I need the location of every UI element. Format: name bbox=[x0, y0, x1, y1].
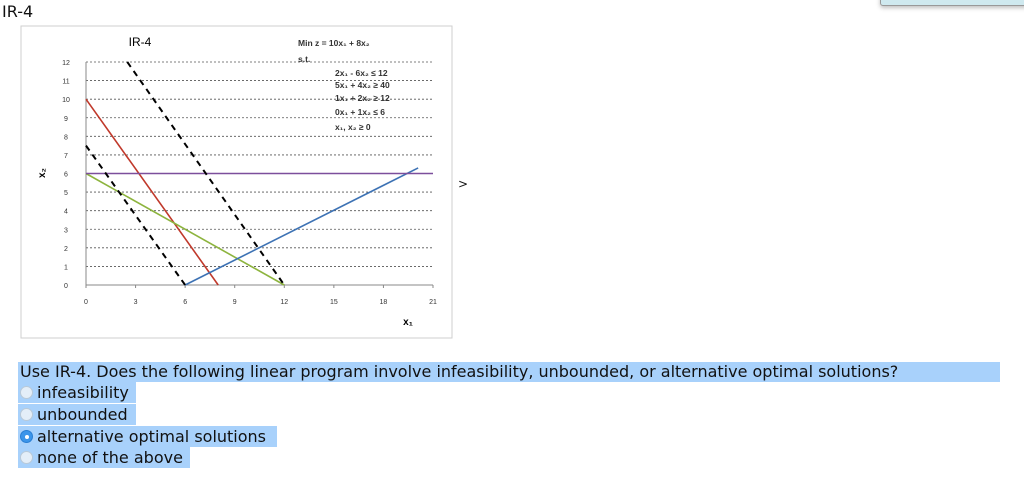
y-tick-label: 3 bbox=[64, 227, 68, 234]
annotation-line: 0x₁ + 1x₂ ≤ 6 bbox=[335, 107, 385, 117]
constraint-line-1 bbox=[85, 98, 219, 286]
y-tick-label: 1 bbox=[64, 264, 68, 271]
y-tick-label: 10 bbox=[62, 97, 70, 104]
y-axis-label: x₂ bbox=[37, 168, 48, 178]
y-tick-label: 9 bbox=[64, 116, 68, 123]
y-tick-label: 0 bbox=[64, 283, 68, 290]
y-tick-label: 8 bbox=[64, 134, 68, 141]
annotation-line: 2x₁ - 6x₂ ≤ 12 bbox=[335, 68, 388, 78]
x-tick-label: 0 bbox=[84, 299, 88, 306]
y-tick-label: 12 bbox=[62, 60, 70, 67]
y-tick-label: 7 bbox=[64, 153, 68, 160]
top-panel-edge bbox=[880, 0, 1024, 6]
answer-option[interactable]: alternative optimal solutions bbox=[18, 426, 277, 447]
annotation-line: Min z = 10x₁ + 8x₂ bbox=[298, 38, 370, 48]
radio-unselected-icon[interactable] bbox=[20, 408, 33, 421]
x-axis-label: x₁ bbox=[403, 317, 413, 328]
annotation-line: s.t. bbox=[298, 54, 310, 64]
x-tick-label: 3 bbox=[134, 299, 138, 306]
y-tick-label: 5 bbox=[64, 190, 68, 197]
x-tick-label: 21 bbox=[429, 299, 437, 306]
radio-unselected-icon[interactable] bbox=[20, 386, 33, 399]
page-title: IR-4 bbox=[2, 2, 34, 21]
question-text: Use IR-4. Does the following linear prog… bbox=[18, 362, 1000, 382]
x-tick-label: 9 bbox=[233, 299, 237, 306]
side-marker: > bbox=[458, 177, 469, 191]
answer-option-label: none of the above bbox=[37, 447, 185, 468]
y-tick-label: 2 bbox=[64, 246, 68, 253]
x-tick-label: 12 bbox=[280, 299, 288, 306]
chart-frame bbox=[20, 25, 453, 339]
answer-option-label: unbounded bbox=[37, 404, 130, 425]
y-tick-label: 4 bbox=[64, 209, 68, 216]
x-tick-label: 15 bbox=[330, 299, 338, 306]
x-tick-label: 6 bbox=[183, 299, 187, 306]
annotation-line: 1x₁ + 2x₂ ≥ 12 bbox=[335, 93, 390, 103]
x-tick-label: 18 bbox=[380, 299, 388, 306]
annotation-line: 5x₁ + 4x₂ ≥ 40 bbox=[335, 80, 390, 90]
y-tick-label: 6 bbox=[64, 172, 68, 179]
answer-option-label: alternative optimal solutions bbox=[37, 426, 269, 447]
y-tick-label: 11 bbox=[62, 79, 69, 86]
radio-unselected-icon[interactable] bbox=[20, 451, 33, 464]
annotation-line: x₁, x₂ ≥ 0 bbox=[335, 122, 371, 132]
answer-option[interactable]: none of the above bbox=[18, 447, 190, 468]
chart-title: IR-4 bbox=[129, 35, 152, 49]
constraint-line-3 bbox=[184, 167, 419, 286]
constraint-line-6 bbox=[126, 61, 286, 286]
answer-option[interactable]: infeasibility bbox=[18, 382, 136, 403]
answer-option[interactable]: unbounded bbox=[18, 404, 136, 425]
radio-selected-icon[interactable] bbox=[20, 430, 33, 443]
answer-option-label: infeasibility bbox=[37, 382, 131, 403]
